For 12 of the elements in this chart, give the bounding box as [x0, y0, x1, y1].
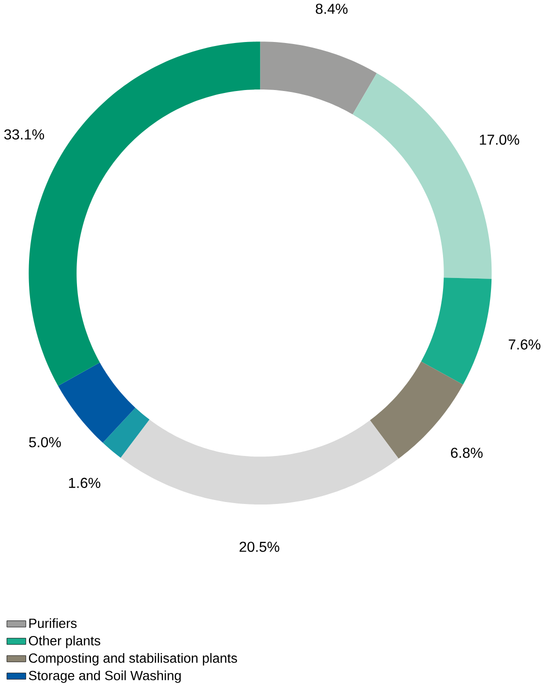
- legend-label: Composting and stabilisation plants: [29, 653, 238, 666]
- data-label: 1.6%: [69, 478, 100, 488]
- data-label: 20.5%: [240, 542, 280, 552]
- data-label: 17.0%: [480, 134, 520, 145]
- data-label: 5.0%: [29, 437, 62, 448]
- legend-label: Storage and Soil Washing: [29, 670, 181, 683]
- legend-label: Purifiers: [30, 618, 77, 628]
- data-label: 33.1%: [4, 129, 44, 140]
- legend-label: Other plants: [29, 636, 100, 648]
- data-label: 7.6%: [508, 339, 541, 350]
- data-label: 8.4%: [316, 4, 348, 14]
- data-label: 6.8%: [451, 448, 483, 458]
